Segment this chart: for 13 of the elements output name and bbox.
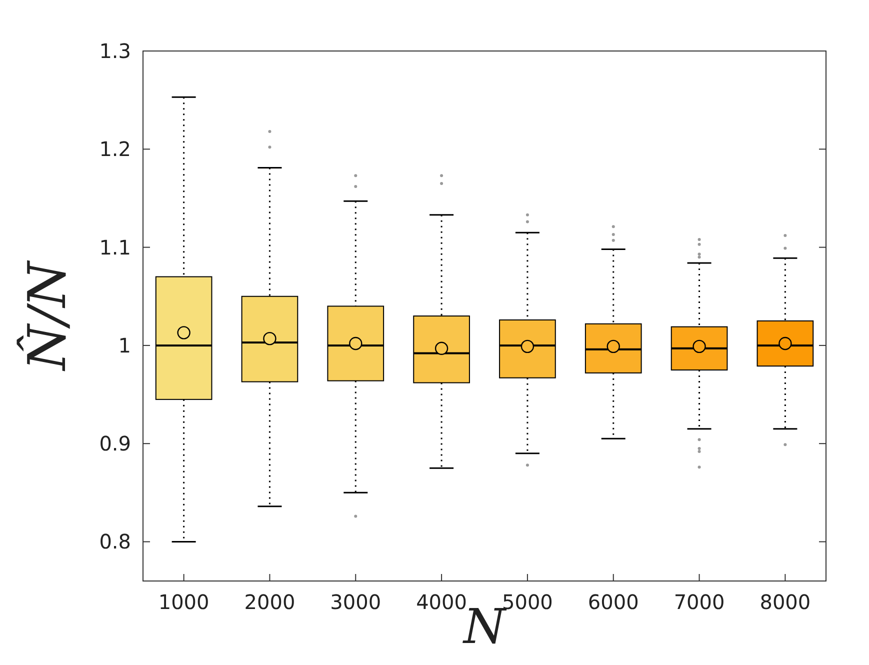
y-tick-label: 0.8	[99, 530, 131, 554]
y-tick-label: 1	[118, 333, 131, 358]
y-axis-title: N̂/N	[16, 260, 78, 372]
x-tick-label: 1000	[158, 590, 210, 614]
y-tick-label: 0.9	[99, 432, 131, 456]
y-tick-label: 1.1	[99, 235, 131, 260]
x-tick-label: 2000	[244, 590, 296, 614]
y-tick-label: 1.2	[99, 137, 131, 162]
x-tick-label: 8000	[760, 590, 811, 614]
x-tick-label: 3000	[330, 590, 382, 614]
y-tick-label: 1.3	[99, 39, 131, 63]
x-tick-label: 6000	[588, 590, 639, 614]
x-tick-label: 7000	[674, 590, 725, 614]
